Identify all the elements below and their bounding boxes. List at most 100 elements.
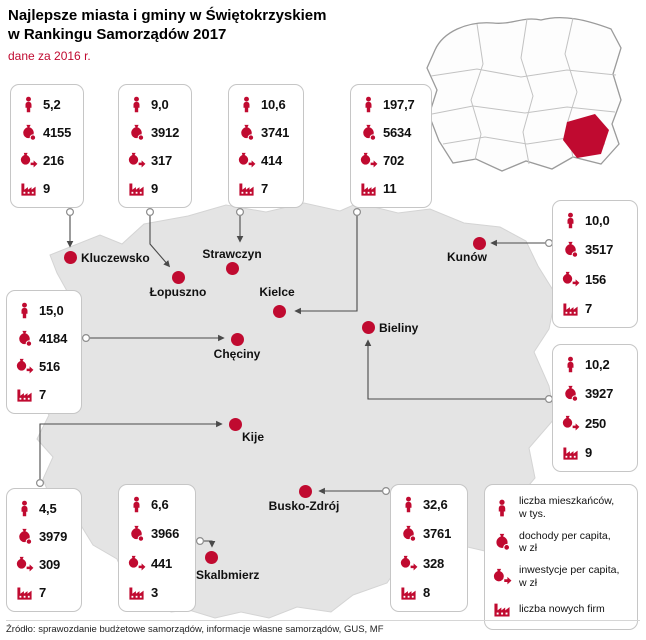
factory-icon — [126, 583, 146, 603]
income-stat: 4184 — [14, 328, 75, 348]
income-icon — [18, 122, 38, 142]
investment-stat: 441 — [126, 553, 189, 573]
city-label-kielce: Kielce — [259, 285, 295, 299]
stats-card-strawczyn: 10,6 3741 414 7 — [228, 84, 304, 208]
population-stat: 197,7 — [358, 94, 425, 114]
investment-value: 414 — [261, 153, 283, 169]
connector-kielce — [294, 216, 358, 315]
population-icon — [560, 210, 580, 230]
factory-icon — [560, 299, 580, 319]
income-icon — [126, 122, 146, 142]
population-stat: 10,6 — [236, 94, 297, 114]
factory-icon — [14, 385, 34, 405]
legend-row-income: dochody per capita, w zł — [492, 530, 630, 555]
population-stat: 10,2 — [560, 354, 631, 374]
page-title-line1: Najlepsze miasta i gminy w Świętokrzyski… — [8, 7, 327, 24]
factory-icon — [14, 583, 34, 603]
investment-stat: 156 — [560, 269, 631, 289]
investment-icon — [560, 269, 580, 289]
income-stat: 4155 — [18, 122, 77, 142]
legend-row-investment: inwestycje per capita, w zł — [492, 564, 630, 589]
income-value: 3761 — [423, 526, 452, 542]
population-value: 10,2 — [585, 356, 610, 372]
factory-icon — [18, 179, 38, 199]
investment-value: 309 — [39, 557, 61, 573]
new-firms-stat: 3 — [126, 583, 189, 603]
investment-value: 156 — [585, 271, 607, 287]
population-stat: 5,2 — [18, 94, 77, 114]
population-icon — [14, 300, 34, 320]
date-note: dane za 2016 r. — [8, 49, 91, 64]
new-firms-stat: 7 — [560, 299, 631, 319]
new-firms-value: 3 — [151, 585, 159, 601]
population-stat: 15,0 — [14, 300, 75, 320]
city-dot-kluczewsko — [64, 251, 77, 264]
investment-value: 250 — [585, 415, 607, 431]
investment-icon — [492, 567, 512, 587]
city-label-kluczewsko: Kluczewsko — [81, 251, 150, 265]
population-value: 197,7 — [383, 96, 415, 112]
new-firms-stat: 7 — [14, 583, 75, 603]
city-dot-busko-zdroj — [299, 485, 312, 498]
investment-value: 516 — [39, 359, 61, 375]
population-icon — [126, 494, 146, 514]
population-icon — [358, 94, 378, 114]
connector-skalbmierz — [204, 540, 216, 548]
city-label-skalbmierz: Skalbmierz — [196, 568, 260, 582]
investment-stat: 216 — [18, 151, 77, 171]
header: Najlepsze miasta i gminy w Świętokrzyski… — [8, 6, 326, 63]
income-value: 3979 — [39, 528, 68, 544]
investment-value: 216 — [43, 153, 65, 169]
investment-icon — [358, 151, 378, 171]
population-value: 32,6 — [423, 496, 448, 512]
legend-row-population: liczba mieszkańców, w tys. — [492, 495, 630, 520]
investment-icon — [18, 151, 38, 171]
stats-card-kluczewsko: 5,2 4155 216 9 — [10, 84, 84, 208]
stats-card-kije: 4,5 3979 309 7 — [6, 488, 82, 612]
city-label-checiny: Chęciny — [213, 347, 261, 361]
population-value: 9,0 — [151, 96, 169, 112]
city-dot-checiny — [231, 333, 244, 346]
new-firms-value: 7 — [585, 301, 593, 317]
investment-value: 441 — [151, 555, 173, 571]
income-icon — [14, 526, 34, 546]
investment-icon — [14, 357, 34, 377]
city-label-strawczyn: Strawczyn — [202, 247, 262, 261]
legend-label: w zł — [519, 542, 538, 555]
city-label-kunow: Kunów — [447, 250, 487, 264]
income-icon — [560, 384, 580, 404]
investment-icon — [126, 553, 146, 573]
investment-icon — [560, 413, 580, 433]
stats-card-bieliny: 10,2 3927 250 9 — [552, 344, 638, 472]
factory-icon — [358, 179, 378, 199]
investment-stat: 309 — [14, 555, 75, 575]
income-stat: 3979 — [14, 526, 75, 546]
population-value: 6,6 — [151, 496, 169, 512]
population-icon — [560, 354, 580, 374]
stats-card-checiny: 15,0 4184 516 7 — [6, 290, 82, 414]
investment-stat: 516 — [14, 357, 75, 377]
city-label-busko-zdroj: Busko-Zdrój — [268, 499, 340, 513]
legend-label: dochody per capita, — [519, 529, 611, 542]
source-note: Źródło: sprawozdanie budżetowe samorządó… — [6, 620, 640, 635]
population-icon — [492, 498, 512, 518]
income-icon — [492, 532, 512, 552]
factory-icon — [398, 583, 418, 603]
investment-icon — [14, 555, 34, 575]
connector-bieliny — [364, 339, 545, 400]
income-value: 3927 — [585, 386, 614, 402]
investment-stat: 328 — [398, 553, 461, 573]
new-firms-value: 7 — [261, 181, 269, 197]
investment-icon — [236, 151, 256, 171]
population-stat: 32,6 — [398, 494, 461, 514]
legend-row-new-firms: liczba nowych firm — [492, 599, 630, 619]
income-stat: 5634 — [358, 122, 425, 142]
legend-label: w tys. — [519, 507, 546, 520]
city-label-kije: Kije — [242, 430, 265, 444]
income-stat: 3741 — [236, 122, 297, 142]
new-firms-stat: 8 — [398, 583, 461, 603]
population-value: 5,2 — [43, 96, 61, 112]
investment-value: 702 — [383, 153, 405, 169]
new-firms-value: 9 — [151, 181, 159, 197]
income-icon — [358, 122, 378, 142]
